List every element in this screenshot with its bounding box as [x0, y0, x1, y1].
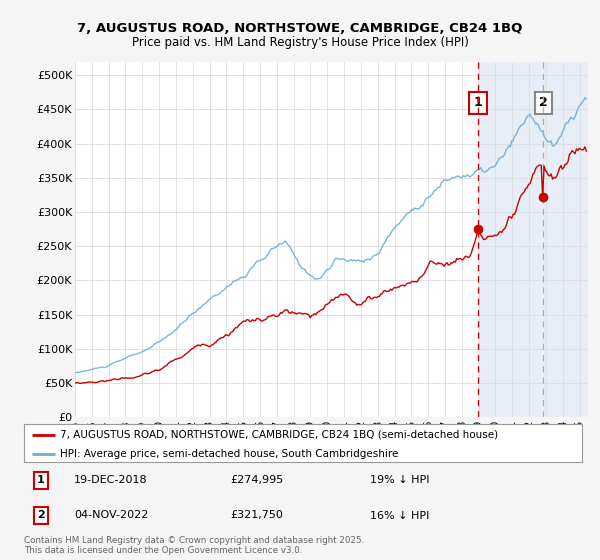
Text: 16% ↓ HPI: 16% ↓ HPI — [370, 511, 430, 520]
Text: 19-DEC-2018: 19-DEC-2018 — [74, 475, 148, 486]
Text: HPI: Average price, semi-detached house, South Cambridgeshire: HPI: Average price, semi-detached house,… — [60, 449, 398, 459]
Text: 7, AUGUSTUS ROAD, NORTHSTOWE, CAMBRIDGE, CB24 1BQ (semi-detached house): 7, AUGUSTUS ROAD, NORTHSTOWE, CAMBRIDGE,… — [60, 430, 499, 440]
Text: Contains HM Land Registry data © Crown copyright and database right 2025.
This d: Contains HM Land Registry data © Crown c… — [24, 536, 364, 556]
Text: 04-NOV-2022: 04-NOV-2022 — [74, 511, 149, 520]
Text: 2: 2 — [37, 511, 44, 520]
Text: 1: 1 — [37, 475, 44, 486]
Text: 2: 2 — [539, 96, 548, 109]
Text: £274,995: £274,995 — [230, 475, 284, 486]
Text: 7, AUGUSTUS ROAD, NORTHSTOWE, CAMBRIDGE, CB24 1BQ: 7, AUGUSTUS ROAD, NORTHSTOWE, CAMBRIDGE,… — [77, 22, 523, 35]
Text: 19% ↓ HPI: 19% ↓ HPI — [370, 475, 430, 486]
Text: 1: 1 — [473, 96, 482, 109]
Text: £321,750: £321,750 — [230, 511, 283, 520]
Text: Price paid vs. HM Land Registry's House Price Index (HPI): Price paid vs. HM Land Registry's House … — [131, 36, 469, 49]
Bar — [478, 62, 600, 417]
